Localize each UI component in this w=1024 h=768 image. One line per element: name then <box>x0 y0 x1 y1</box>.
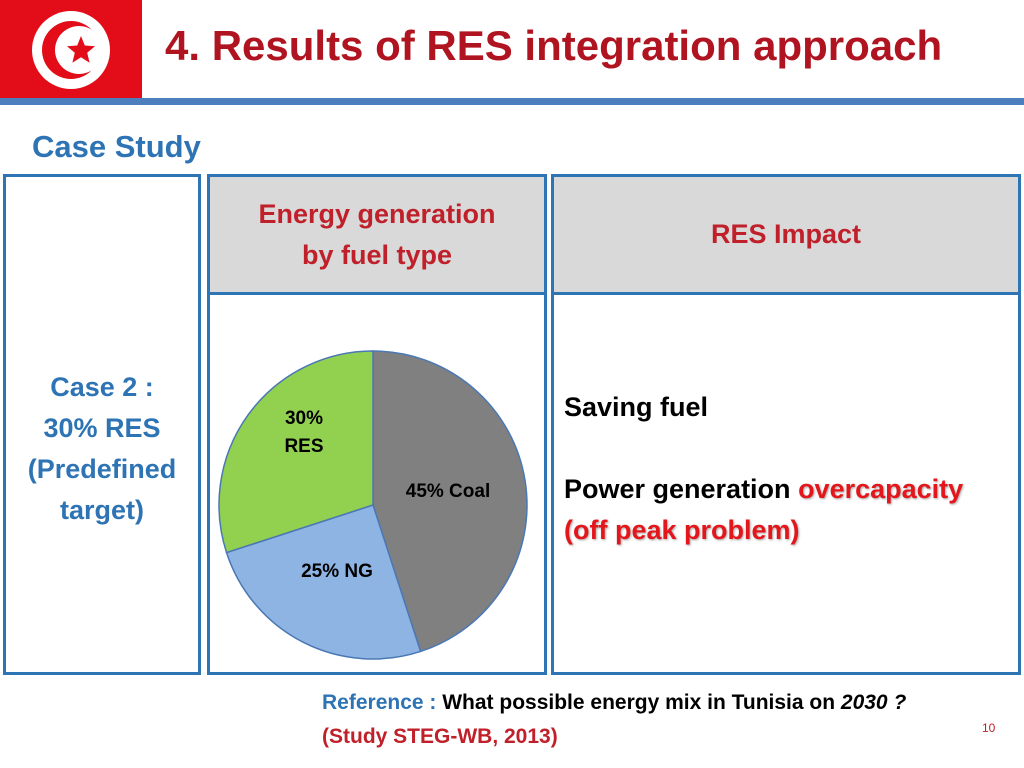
impact-spacer <box>564 428 1019 469</box>
title-divider <box>0 98 1024 105</box>
impact-saving-fuel: Saving fuel <box>564 392 709 422</box>
pie-slice-coal <box>372 350 528 653</box>
fuel-pie-chart: 45% Coal 25% NG 30% RES <box>218 350 528 660</box>
energy-cell: Energy generation by fuel type 45% Coal 2… <box>207 174 547 675</box>
energy-header: Energy generation by fuel type <box>210 177 544 295</box>
impact-header: RES Impact <box>554 177 1018 295</box>
pie-label-res: 30% <box>285 408 323 429</box>
impact-overcapacity-line: Power generation overcapacity <box>564 469 1019 510</box>
case-label-line: target) <box>59 495 144 525</box>
section-label: Case Study <box>32 129 201 164</box>
impact-cell: RES Impact Saving fuel Power generation … <box>551 174 1021 675</box>
energy-header-line: by fuel type <box>301 239 453 270</box>
impact-overcapacity: overcapacity <box>798 474 964 504</box>
pie-slice-ng <box>225 504 422 660</box>
case-label-line: 30% RES <box>43 413 161 443</box>
pie-label-res: RES <box>284 436 323 457</box>
page-number: 10 <box>982 721 996 735</box>
tunisia-flag-icon <box>0 0 142 98</box>
pie-slice-res <box>218 350 374 554</box>
reference-year: 2030 ? <box>840 691 907 714</box>
reference-study: (Study STEG-WB, 2013) <box>322 725 558 748</box>
pie-label-ng: 25% NG <box>301 561 373 582</box>
case-label: Case 2 : 30% RES (Predefined target) <box>6 367 198 531</box>
page-title: 4. Results of RES integration approach <box>165 22 943 69</box>
flag-emblem <box>32 11 110 89</box>
impact-text: Saving fuel Power generation overcapacit… <box>564 387 1019 551</box>
case-cell: Case 2 : 30% RES (Predefined target) <box>3 174 201 675</box>
reference-text: What possible energy mix in Tunisia on <box>442 691 841 714</box>
reference-label: Reference : <box>322 691 443 714</box>
impact-off-peak: (off peak problem) <box>564 515 800 545</box>
reference: Reference : What possible energy mix in … <box>322 686 906 754</box>
energy-header-line: Energy generation <box>258 198 496 229</box>
impact-power-generation: Power generation <box>564 474 799 504</box>
pie-label-coal: 45% Coal <box>406 481 490 502</box>
case-label-line: (Predefined <box>27 454 177 484</box>
case-label-line: Case 2 : <box>50 372 154 402</box>
